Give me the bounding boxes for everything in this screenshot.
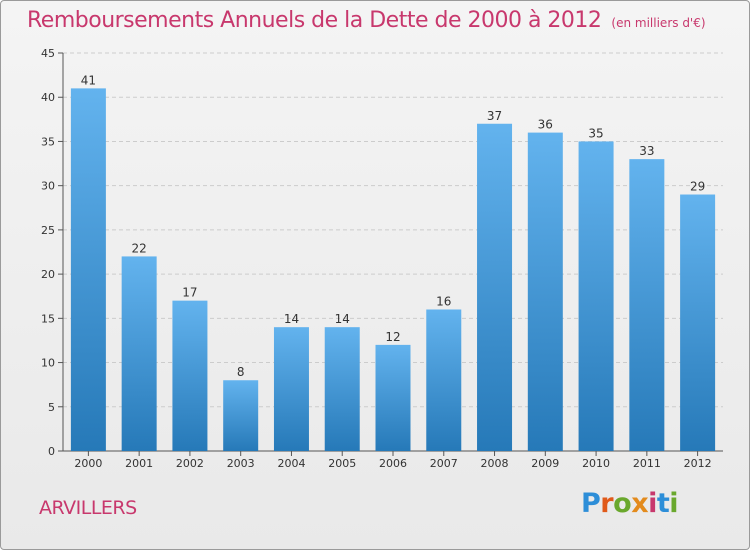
x-tick-label: 2012	[684, 457, 712, 470]
bar-value-label: 29	[690, 180, 705, 194]
bar-value-label: 33	[639, 144, 654, 158]
bar	[477, 123, 513, 451]
bar	[273, 327, 309, 451]
x-tick-label: 2001	[125, 457, 153, 470]
bar-value-label: 37	[487, 109, 502, 123]
bar-value-label: 35	[588, 126, 603, 140]
y-tick-label: 45	[41, 47, 55, 60]
logo-letter: i	[648, 488, 657, 519]
x-tick-label: 2000	[74, 457, 102, 470]
logo-letter: P	[581, 488, 601, 519]
logo-letter: o	[613, 488, 632, 519]
x-tick-label: 2006	[379, 457, 407, 470]
x-tick-label: 2003	[227, 457, 255, 470]
logo-letter: x	[631, 488, 649, 519]
chart-subtitle: (en milliers d'€)	[611, 16, 706, 30]
y-tick-label: 30	[41, 180, 55, 193]
bar-value-label: 17	[182, 286, 197, 300]
y-tick-label: 0	[48, 445, 55, 458]
bar-value-label: 41	[81, 73, 96, 87]
y-tick-label: 20	[41, 268, 55, 281]
commune-name: ARVILLERS	[39, 497, 137, 519]
bar-value-label: 8	[237, 365, 245, 379]
x-tick-label: 2007	[430, 457, 458, 470]
chart-title-text: Remboursements Annuels de la Dette de 20…	[27, 8, 602, 33]
bar-value-label: 14	[335, 312, 350, 326]
bar-value-label: 16	[436, 294, 451, 308]
bar	[426, 309, 462, 451]
bar	[527, 132, 563, 451]
y-tick-label: 25	[41, 224, 55, 237]
logo-letter: i	[669, 488, 679, 519]
bar	[223, 380, 259, 451]
bar-value-label: 22	[132, 241, 147, 255]
x-tick-label: 2002	[176, 457, 204, 470]
x-tick-label: 2005	[328, 457, 356, 470]
bar	[121, 256, 157, 451]
y-tick-label: 15	[41, 312, 55, 325]
proxiti-logo: Proxiti	[581, 488, 679, 519]
x-tick-label: 2009	[531, 457, 559, 470]
bars	[70, 88, 716, 451]
bar-value-label: 36	[538, 118, 553, 132]
chart-title: Remboursements Annuels de la Dette de 20…	[27, 8, 706, 33]
y-tick-label: 10	[41, 357, 55, 370]
bar-value-label: 12	[385, 330, 400, 344]
x-tick-label: 2008	[481, 457, 509, 470]
bar	[70, 88, 106, 451]
bar	[172, 300, 208, 451]
value-labels: 41 22 17 8 14 14 12 16 37 36 35 33 29	[81, 73, 706, 379]
bar-value-label: 14	[284, 312, 299, 326]
logo-letter: t	[656, 488, 670, 519]
logo-letter: r	[600, 488, 614, 519]
bar	[375, 344, 411, 451]
x-tick-label: 2010	[582, 457, 610, 470]
bar	[629, 159, 665, 451]
y-tick-label: 40	[41, 91, 55, 104]
bar	[324, 327, 360, 451]
bar	[680, 194, 716, 451]
x-tick-label: 2004	[277, 457, 305, 470]
y-tick-label: 5	[48, 401, 55, 414]
y-tick-label: 35	[41, 135, 55, 148]
bar	[578, 141, 614, 451]
x-tick-label: 2011	[633, 457, 661, 470]
